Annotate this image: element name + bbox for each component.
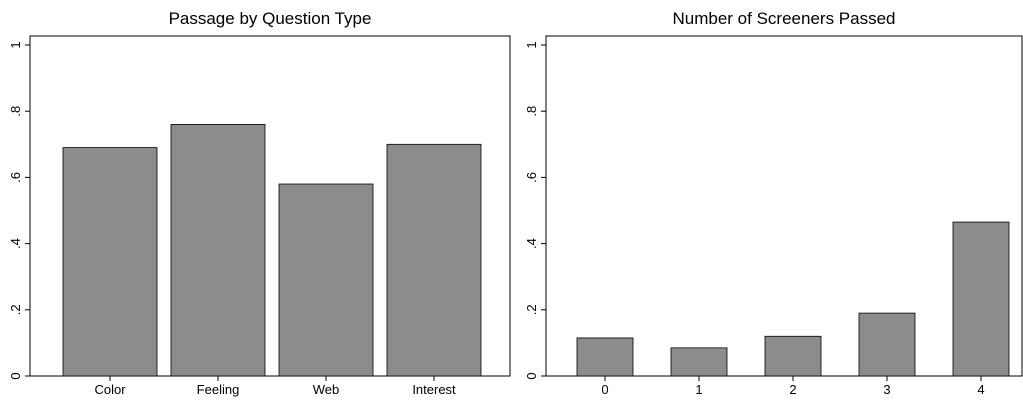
x-tick-label: Web xyxy=(313,382,340,397)
x-tick-label: Color xyxy=(94,382,126,397)
bar xyxy=(858,312,916,377)
y-tick-label: 1 xyxy=(524,41,539,48)
y-tick-label: .8 xyxy=(524,106,539,117)
y-tick-label: .4 xyxy=(8,238,23,249)
y-tick-label: .2 xyxy=(524,304,539,315)
x-tick-label: Feeling xyxy=(197,382,240,397)
y-tick-label: 0 xyxy=(8,372,23,379)
y-tick-label: .2 xyxy=(8,304,23,315)
bar xyxy=(952,221,1010,377)
x-tick-label: 1 xyxy=(695,382,702,397)
bar xyxy=(170,124,266,377)
bar xyxy=(278,183,374,377)
y-tick-label: .8 xyxy=(8,106,23,117)
chart-title: Number of Screeners Passed xyxy=(673,9,896,28)
y-tick-label: .6 xyxy=(8,172,23,183)
chart-title: Passage by Question Type xyxy=(169,9,372,28)
x-tick-label: 0 xyxy=(601,382,608,397)
x-tick-label: 4 xyxy=(977,382,984,397)
x-tick-label: 2 xyxy=(789,382,796,397)
bar xyxy=(670,347,728,377)
x-tick-label: Interest xyxy=(412,382,456,397)
y-tick-label: 0 xyxy=(524,372,539,379)
bar xyxy=(576,337,634,377)
x-tick-label: 3 xyxy=(883,382,890,397)
y-tick-label: 1 xyxy=(8,41,23,48)
bar xyxy=(764,335,822,377)
y-tick-label: .4 xyxy=(524,238,539,249)
bar xyxy=(62,147,158,377)
bar xyxy=(386,143,482,377)
y-tick-label: .6 xyxy=(524,172,539,183)
plot-frame xyxy=(545,35,1023,377)
